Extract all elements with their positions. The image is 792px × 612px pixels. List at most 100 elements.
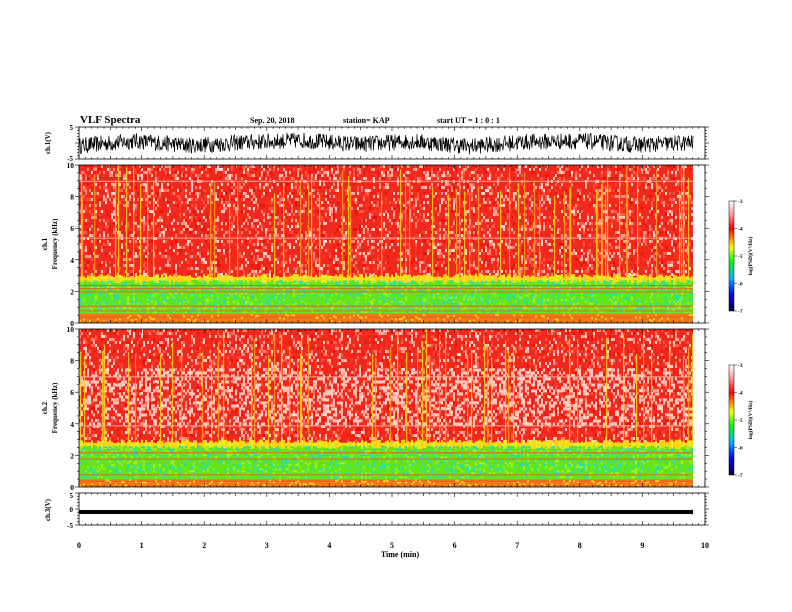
spec-speckle bbox=[481, 192, 483, 195]
spec-speckle bbox=[629, 243, 631, 246]
spec-speckle bbox=[325, 192, 327, 195]
spec-speckle bbox=[641, 207, 643, 210]
spec-speckle bbox=[281, 261, 283, 264]
spec-speckle bbox=[345, 240, 347, 243]
spec-speckle bbox=[547, 222, 549, 225]
spec-boundary bbox=[645, 275, 647, 283]
spec-speckle bbox=[545, 216, 547, 219]
spec-speckle bbox=[329, 213, 331, 216]
spec-speckle bbox=[91, 282, 93, 285]
spec-speckle bbox=[145, 198, 147, 201]
spec-speckle bbox=[201, 192, 203, 195]
spec-speckle bbox=[379, 264, 381, 267]
spec-speckle bbox=[599, 225, 601, 228]
spec-speckle bbox=[263, 174, 265, 177]
spec-speckle bbox=[393, 216, 395, 219]
spec-speckle bbox=[231, 183, 233, 186]
spec-speckle bbox=[259, 222, 261, 225]
spec-speckle bbox=[297, 189, 299, 192]
spec-speckle bbox=[181, 201, 183, 204]
spec-speckle bbox=[241, 198, 243, 201]
spec-speckle bbox=[379, 228, 381, 231]
spec-speckle bbox=[113, 198, 115, 201]
spec-speckle bbox=[453, 204, 455, 207]
spec-speckle bbox=[671, 240, 673, 243]
spec-speckle bbox=[187, 198, 189, 201]
spec-speckle bbox=[97, 306, 99, 309]
spec-speckle bbox=[355, 249, 357, 252]
spec-speckle bbox=[103, 298, 105, 301]
spec-speckle bbox=[363, 171, 365, 174]
spec-speckle bbox=[467, 189, 469, 192]
spec-speckle bbox=[329, 189, 331, 192]
spec-speckle bbox=[287, 243, 289, 246]
spec-speckle bbox=[263, 186, 265, 189]
spec-speckle bbox=[647, 216, 649, 219]
spec-speckle bbox=[137, 192, 139, 195]
spec-speckle bbox=[431, 183, 433, 186]
spec-speckle bbox=[671, 231, 673, 234]
spec-speckle bbox=[187, 240, 189, 243]
spec-speckle bbox=[659, 189, 661, 192]
spec-speckle bbox=[207, 165, 209, 168]
spec-speckle bbox=[175, 294, 177, 297]
spec-speckle bbox=[479, 222, 481, 225]
spec-speckle bbox=[145, 183, 147, 186]
spec-speckle bbox=[191, 219, 193, 222]
spec-boundary bbox=[173, 274, 175, 284]
spec-speckle bbox=[275, 234, 277, 237]
spec-speckle bbox=[331, 174, 333, 177]
spec-speckle bbox=[615, 204, 617, 207]
spec-speckle bbox=[127, 258, 129, 261]
spec-speckle bbox=[643, 258, 645, 261]
spec-speckle bbox=[161, 183, 163, 186]
spec-speckle bbox=[107, 300, 109, 303]
spec-band-low bbox=[79, 313, 693, 323]
spec-speckle bbox=[159, 192, 161, 195]
spec-speckle bbox=[211, 261, 213, 264]
spec-speckle bbox=[185, 183, 187, 186]
spec-speckle bbox=[521, 165, 523, 168]
spec-speckle bbox=[195, 204, 197, 207]
spec-speckle bbox=[145, 246, 147, 249]
spec-speckle bbox=[359, 207, 361, 210]
spec-boundary bbox=[457, 274, 459, 284]
spec-speckle bbox=[167, 183, 169, 186]
spec-speckle bbox=[263, 192, 265, 195]
spec-speckle bbox=[325, 240, 327, 243]
spec-speckle bbox=[653, 231, 655, 234]
spec-speckle bbox=[387, 213, 389, 216]
spec-speckle bbox=[233, 192, 235, 195]
spec-speckle bbox=[461, 234, 463, 237]
spec-speckle bbox=[453, 186, 455, 189]
spec-speckle bbox=[83, 189, 85, 192]
spec-boundary bbox=[429, 276, 431, 282]
spec-speckle bbox=[451, 231, 453, 234]
spec-speckle bbox=[259, 177, 261, 180]
spec-speckle bbox=[497, 264, 499, 267]
spec-speckle bbox=[113, 252, 115, 255]
spec-boundary bbox=[359, 273, 361, 284]
spec-boundary bbox=[135, 273, 137, 284]
spec-speckle bbox=[559, 165, 561, 168]
spec-speckle bbox=[659, 225, 661, 228]
spec-speckle bbox=[675, 243, 677, 246]
spec-boundary bbox=[197, 277, 199, 281]
spec-streak bbox=[539, 194, 541, 279]
spec-speckle bbox=[535, 219, 537, 222]
spec-speckle bbox=[181, 171, 183, 174]
spec-speckle bbox=[261, 225, 263, 228]
spec-speckle bbox=[281, 186, 283, 189]
spec-speckle bbox=[93, 168, 95, 171]
spec-speckle bbox=[305, 246, 307, 249]
spec-speckle bbox=[473, 249, 475, 252]
spec-speckle bbox=[391, 240, 393, 243]
spec-speckle bbox=[243, 252, 245, 255]
spec-speckle bbox=[255, 273, 257, 276]
spec-speckle bbox=[215, 282, 217, 285]
spec-speckle bbox=[505, 186, 507, 189]
spec-speckle bbox=[669, 198, 671, 201]
spec-speckle bbox=[545, 273, 547, 276]
spec-boundary bbox=[195, 277, 197, 280]
spec-speckle bbox=[127, 201, 129, 204]
